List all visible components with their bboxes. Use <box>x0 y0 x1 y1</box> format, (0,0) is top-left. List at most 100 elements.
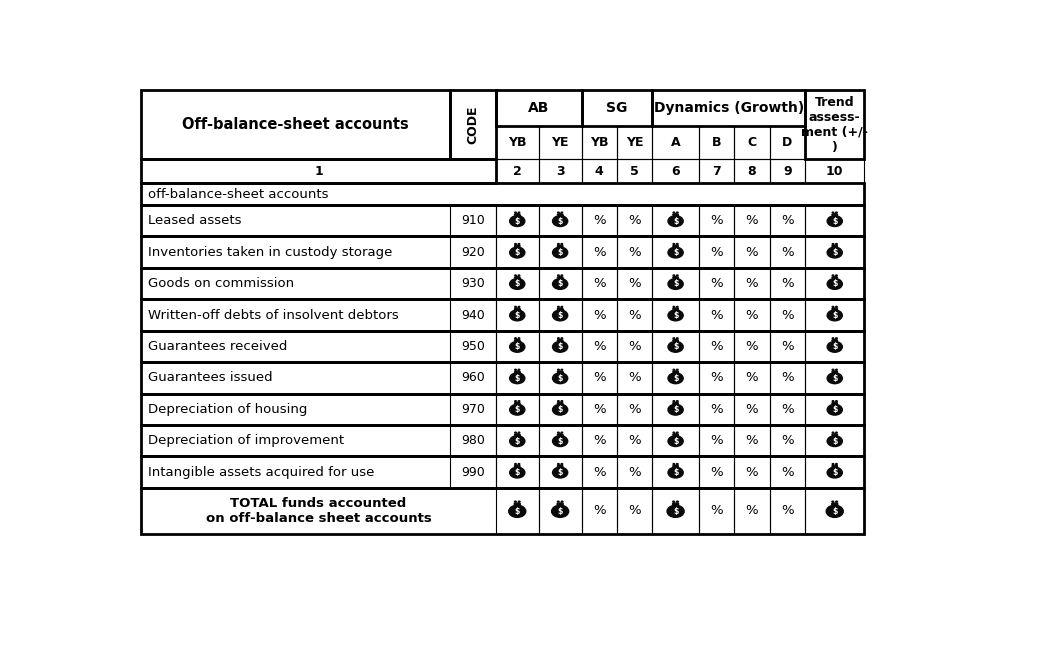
Text: %: % <box>746 214 759 227</box>
Bar <box>450 330 496 362</box>
Text: $: $ <box>672 405 678 414</box>
Text: %: % <box>593 246 605 259</box>
Text: Trend
assess-
ment (+/-
): Trend assess- ment (+/- ) <box>801 96 868 154</box>
Ellipse shape <box>672 214 679 216</box>
Ellipse shape <box>827 341 843 353</box>
Ellipse shape <box>835 463 837 465</box>
Ellipse shape <box>832 275 834 276</box>
Text: $: $ <box>672 507 678 516</box>
Text: $: $ <box>832 374 837 383</box>
Ellipse shape <box>672 465 679 467</box>
Bar <box>805 362 864 393</box>
Bar <box>769 330 805 362</box>
Text: %: % <box>593 403 605 416</box>
Text: $: $ <box>558 216 563 226</box>
Bar <box>496 393 538 425</box>
Ellipse shape <box>832 434 837 435</box>
Bar <box>832 310 837 312</box>
Ellipse shape <box>515 369 516 370</box>
Ellipse shape <box>518 369 520 370</box>
Text: C: C <box>747 136 757 149</box>
Text: %: % <box>710 504 722 517</box>
Ellipse shape <box>832 432 834 433</box>
Bar <box>142 488 864 534</box>
Bar <box>674 467 678 469</box>
Ellipse shape <box>668 247 683 258</box>
Text: 940: 940 <box>462 308 485 321</box>
Ellipse shape <box>518 212 520 213</box>
Ellipse shape <box>827 310 843 321</box>
Text: B: B <box>712 136 721 149</box>
Text: $: $ <box>832 311 837 320</box>
Text: $: $ <box>672 311 678 320</box>
Text: 10: 10 <box>826 165 844 178</box>
Text: Guarantees received: Guarantees received <box>148 340 287 353</box>
Text: %: % <box>629 277 642 290</box>
Bar <box>805 488 864 534</box>
Ellipse shape <box>509 505 526 517</box>
Ellipse shape <box>561 338 563 339</box>
Text: %: % <box>746 277 759 290</box>
Bar <box>805 299 864 330</box>
Bar <box>769 126 805 159</box>
Ellipse shape <box>674 432 675 433</box>
Text: %: % <box>629 466 642 479</box>
Bar <box>699 330 734 362</box>
Ellipse shape <box>558 432 560 433</box>
Text: %: % <box>593 371 605 384</box>
Ellipse shape <box>552 310 568 321</box>
Bar <box>538 205 582 237</box>
Text: $: $ <box>558 468 563 477</box>
Ellipse shape <box>558 338 560 339</box>
Bar <box>734 488 769 534</box>
Bar <box>142 330 864 362</box>
Bar <box>142 183 864 205</box>
Bar <box>769 205 805 237</box>
Bar <box>538 268 582 299</box>
Bar <box>515 404 519 406</box>
Bar <box>558 215 563 217</box>
Text: %: % <box>781 434 794 447</box>
Bar <box>699 362 734 393</box>
Text: $: $ <box>558 279 563 288</box>
Bar <box>538 159 582 183</box>
Ellipse shape <box>561 432 563 433</box>
Bar <box>674 435 678 437</box>
Bar <box>496 362 538 393</box>
Text: Written-off debts of insolvent debtors: Written-off debts of insolvent debtors <box>148 308 399 321</box>
Bar <box>805 456 864 488</box>
Text: $: $ <box>832 279 837 288</box>
Bar <box>142 159 496 183</box>
Bar <box>699 393 734 425</box>
Bar <box>496 159 538 183</box>
Ellipse shape <box>561 212 563 213</box>
Ellipse shape <box>515 338 516 339</box>
Bar <box>617 330 652 362</box>
Ellipse shape <box>832 338 834 339</box>
Bar <box>734 299 769 330</box>
Ellipse shape <box>674 400 675 402</box>
Text: CODE: CODE <box>467 106 480 144</box>
Bar <box>769 237 805 268</box>
Text: SG: SG <box>606 101 628 115</box>
Bar <box>734 126 769 159</box>
Bar <box>538 237 582 268</box>
Ellipse shape <box>515 432 516 433</box>
Ellipse shape <box>674 463 675 465</box>
Bar <box>674 373 678 375</box>
Ellipse shape <box>510 467 525 478</box>
Text: Off-balance-sheet accounts: Off-balance-sheet accounts <box>183 117 410 132</box>
Ellipse shape <box>668 279 683 290</box>
Ellipse shape <box>510 373 525 384</box>
Text: Inventories taken in custody storage: Inventories taken in custody storage <box>148 246 393 259</box>
Bar <box>699 205 734 237</box>
Bar <box>538 330 582 362</box>
Text: $: $ <box>558 248 563 257</box>
Text: $: $ <box>558 374 563 383</box>
Ellipse shape <box>515 275 516 276</box>
Bar <box>734 393 769 425</box>
Text: 5: 5 <box>630 165 639 178</box>
Text: $: $ <box>832 468 837 477</box>
Ellipse shape <box>832 340 837 341</box>
Text: $: $ <box>515 374 520 383</box>
